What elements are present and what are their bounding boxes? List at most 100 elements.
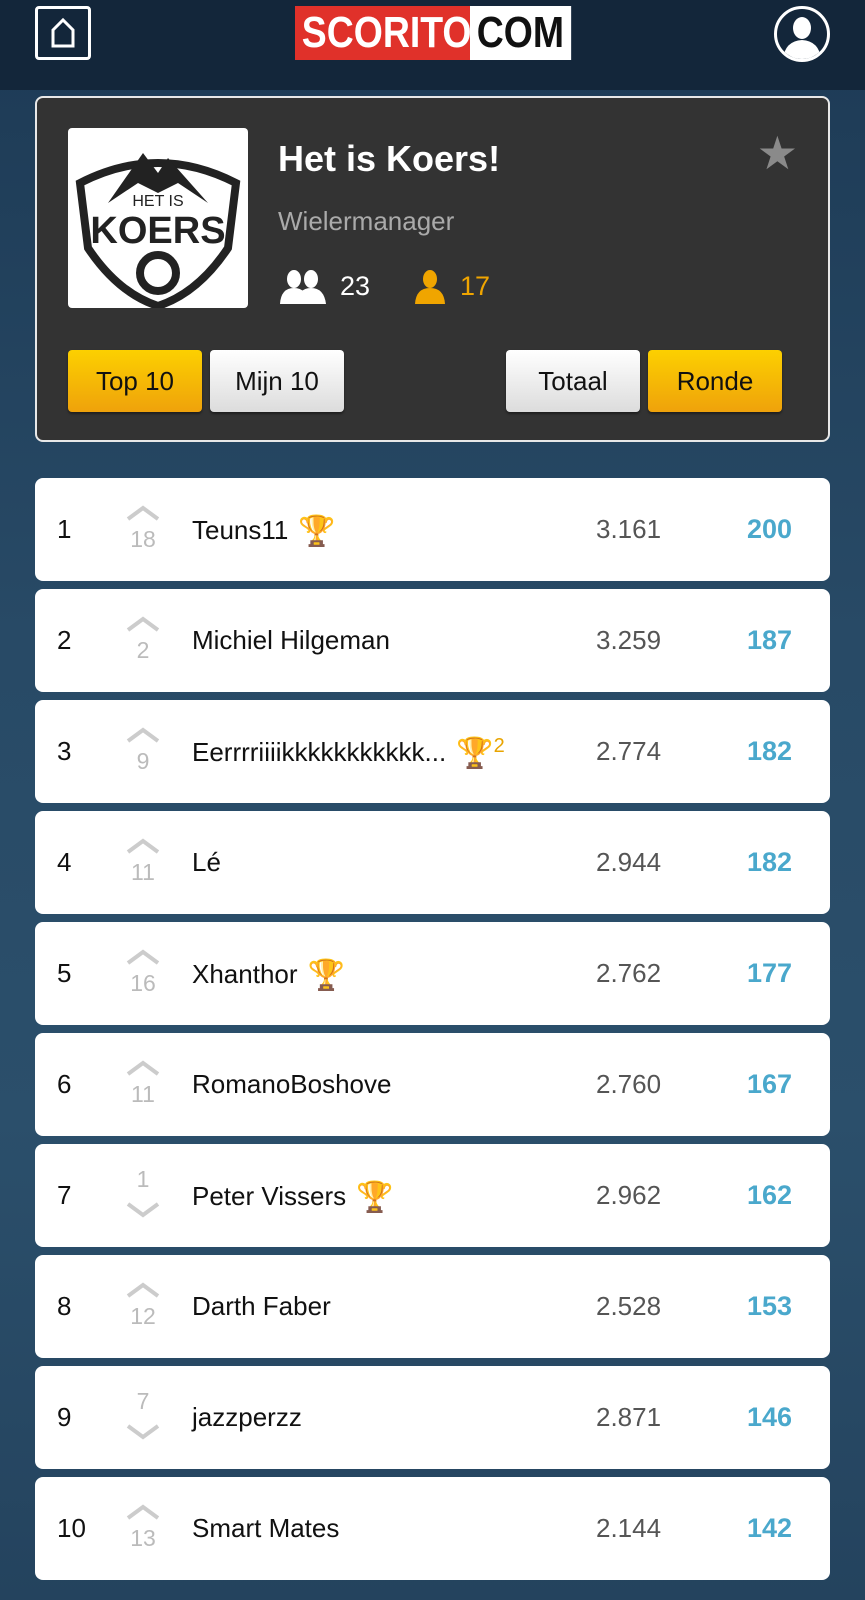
player-name[interactable]: Eerrrriiiikkkkkkkkkkk... bbox=[192, 737, 447, 767]
player-name[interactable]: Michiel Hilgeman bbox=[192, 625, 390, 655]
rank: 7 bbox=[57, 1180, 72, 1210]
my-teams-stat: 17 bbox=[412, 268, 490, 304]
rank: 4 bbox=[57, 847, 72, 877]
table-row[interactable]: 6 11 RomanoBoshove 2.760 167 bbox=[35, 1033, 830, 1136]
members-count: 23 bbox=[340, 270, 371, 301]
rank: 9 bbox=[57, 1402, 72, 1432]
player-name[interactable]: RomanoBoshove bbox=[192, 1069, 392, 1099]
rank: 10 bbox=[57, 1513, 86, 1543]
arrow-down-icon bbox=[126, 1202, 160, 1218]
team-value: 2.944 bbox=[596, 847, 662, 877]
rank-change-value: 16 bbox=[130, 970, 156, 996]
table-row[interactable]: 2 2 Michiel Hilgeman 3.259 187 bbox=[35, 589, 830, 692]
team-value: 2.528 bbox=[596, 1291, 662, 1321]
arrow-up-icon bbox=[126, 727, 160, 743]
player-name[interactable]: Lé bbox=[192, 847, 221, 877]
mijn10-button[interactable]: Mijn 10 bbox=[210, 350, 344, 412]
table-row[interactable]: 9 7 jazzperzz 2.871 146 bbox=[35, 1366, 830, 1469]
profile-button[interactable] bbox=[774, 6, 830, 62]
player-name[interactable]: Darth Faber bbox=[192, 1291, 331, 1321]
points: 182 bbox=[746, 736, 792, 766]
rank-change-value: 13 bbox=[130, 1525, 156, 1551]
table-row[interactable]: 1 18 Teuns11 🏆 3.161 200 bbox=[35, 478, 830, 581]
points: 146 bbox=[746, 1402, 792, 1432]
top-bar: SCORITO COM bbox=[0, 0, 865, 90]
rank-change-value: 1 bbox=[136, 1166, 150, 1192]
trophy-icon: 🏆 bbox=[356, 1181, 394, 1214]
player-name[interactable]: Smart Mates bbox=[192, 1513, 340, 1543]
points: 177 bbox=[746, 958, 792, 988]
rank-change-value: 11 bbox=[131, 859, 155, 885]
person-icon bbox=[415, 270, 445, 304]
table-row[interactable]: 8 12 Darth Faber 2.528 153 bbox=[35, 1255, 830, 1358]
rank: 2 bbox=[57, 625, 72, 655]
game-type: Wielermanager bbox=[278, 206, 455, 236]
ronde-button[interactable]: Ronde bbox=[648, 350, 782, 412]
arrow-up-icon bbox=[126, 1504, 160, 1520]
team-value: 2.774 bbox=[596, 736, 662, 766]
rank-change-value: 9 bbox=[136, 748, 150, 774]
scorito-logo[interactable]: SCORITO COM bbox=[295, 6, 571, 60]
league-logo: HET IS KOERS bbox=[68, 128, 248, 311]
table-row[interactable]: 5 16 Xhanthor 🏆 2.762 177 bbox=[35, 922, 830, 1025]
rank: 3 bbox=[57, 736, 72, 766]
arrow-up-icon bbox=[126, 949, 160, 965]
home-button[interactable] bbox=[35, 6, 91, 60]
svg-text:HET IS: HET IS bbox=[132, 193, 183, 210]
rank: 1 bbox=[57, 514, 72, 544]
trophy-icon: 🏆2 bbox=[456, 735, 505, 770]
team-value: 2.962 bbox=[596, 1180, 662, 1210]
team-value: 3.161 bbox=[596, 514, 662, 544]
player-name[interactable]: Teuns11 bbox=[192, 515, 289, 545]
points: 162 bbox=[746, 1180, 792, 1210]
svg-text:KOERS: KOERS bbox=[90, 210, 225, 252]
rank-change-value: 11 bbox=[131, 1081, 155, 1107]
arrow-up-icon bbox=[126, 838, 160, 854]
user-icon bbox=[783, 17, 821, 59]
table-row[interactable]: 3 9 Eerrrriiiikkkkkkkkkkk... 🏆2 2.774 182 bbox=[35, 700, 830, 803]
trophy-count: 2 bbox=[493, 735, 505, 757]
top10-button[interactable]: Top 10 bbox=[68, 350, 202, 412]
table-row[interactable]: 10 13 Smart Mates 2.144 142 bbox=[35, 1477, 830, 1580]
team-value: 2.144 bbox=[596, 1513, 662, 1543]
table-row[interactable]: 7 1 Peter Vissers 🏆 2.962 162 bbox=[35, 1144, 830, 1247]
home-icon bbox=[51, 17, 75, 48]
player-name[interactable]: jazzperzz bbox=[192, 1402, 302, 1432]
arrow-up-icon bbox=[126, 1060, 160, 1076]
points: 182 bbox=[746, 847, 792, 877]
rank-change-value: 12 bbox=[130, 1303, 156, 1329]
rank-change-value: 2 bbox=[136, 637, 150, 663]
points: 200 bbox=[746, 514, 792, 544]
trophy-icon: 🏆 bbox=[307, 959, 345, 992]
points: 167 bbox=[746, 1069, 792, 1099]
totaal-button[interactable]: Totaal bbox=[506, 350, 640, 412]
team-value: 2.760 bbox=[596, 1069, 662, 1099]
logo-left: SCORITO bbox=[295, 6, 479, 60]
rank: 5 bbox=[57, 958, 72, 988]
team-value: 3.259 bbox=[596, 625, 662, 655]
logo-right: COM bbox=[470, 6, 571, 60]
points: 187 bbox=[746, 625, 792, 655]
player-name[interactable]: Peter Vissers bbox=[192, 1181, 347, 1211]
arrow-up-icon bbox=[126, 505, 160, 521]
arrow-down-icon bbox=[126, 1424, 160, 1440]
player-name[interactable]: Xhanthor bbox=[192, 959, 298, 989]
my-count: 17 bbox=[460, 270, 491, 301]
rank: 6 bbox=[57, 1069, 72, 1099]
rank-change-value: 7 bbox=[136, 1388, 150, 1414]
points: 153 bbox=[746, 1291, 792, 1321]
league-title: Het is Koers! bbox=[278, 138, 501, 179]
league-card: HET IS KOERS Het is Koers! Wielermanager… bbox=[35, 96, 830, 442]
trophy-icon: 🏆 bbox=[298, 515, 336, 548]
rank-change-value: 18 bbox=[130, 526, 156, 552]
group-icon bbox=[280, 270, 326, 304]
members-stat: 23 bbox=[278, 268, 370, 304]
arrow-up-icon bbox=[126, 1282, 160, 1298]
team-value: 2.871 bbox=[596, 1402, 662, 1432]
table-row[interactable]: 4 11 Lé 2.944 182 bbox=[35, 811, 830, 914]
favorite-star-icon[interactable]: ★ bbox=[756, 127, 798, 179]
rank: 8 bbox=[57, 1291, 72, 1321]
team-value: 2.762 bbox=[596, 958, 662, 988]
points: 142 bbox=[746, 1513, 792, 1543]
arrow-up-icon bbox=[126, 616, 160, 632]
